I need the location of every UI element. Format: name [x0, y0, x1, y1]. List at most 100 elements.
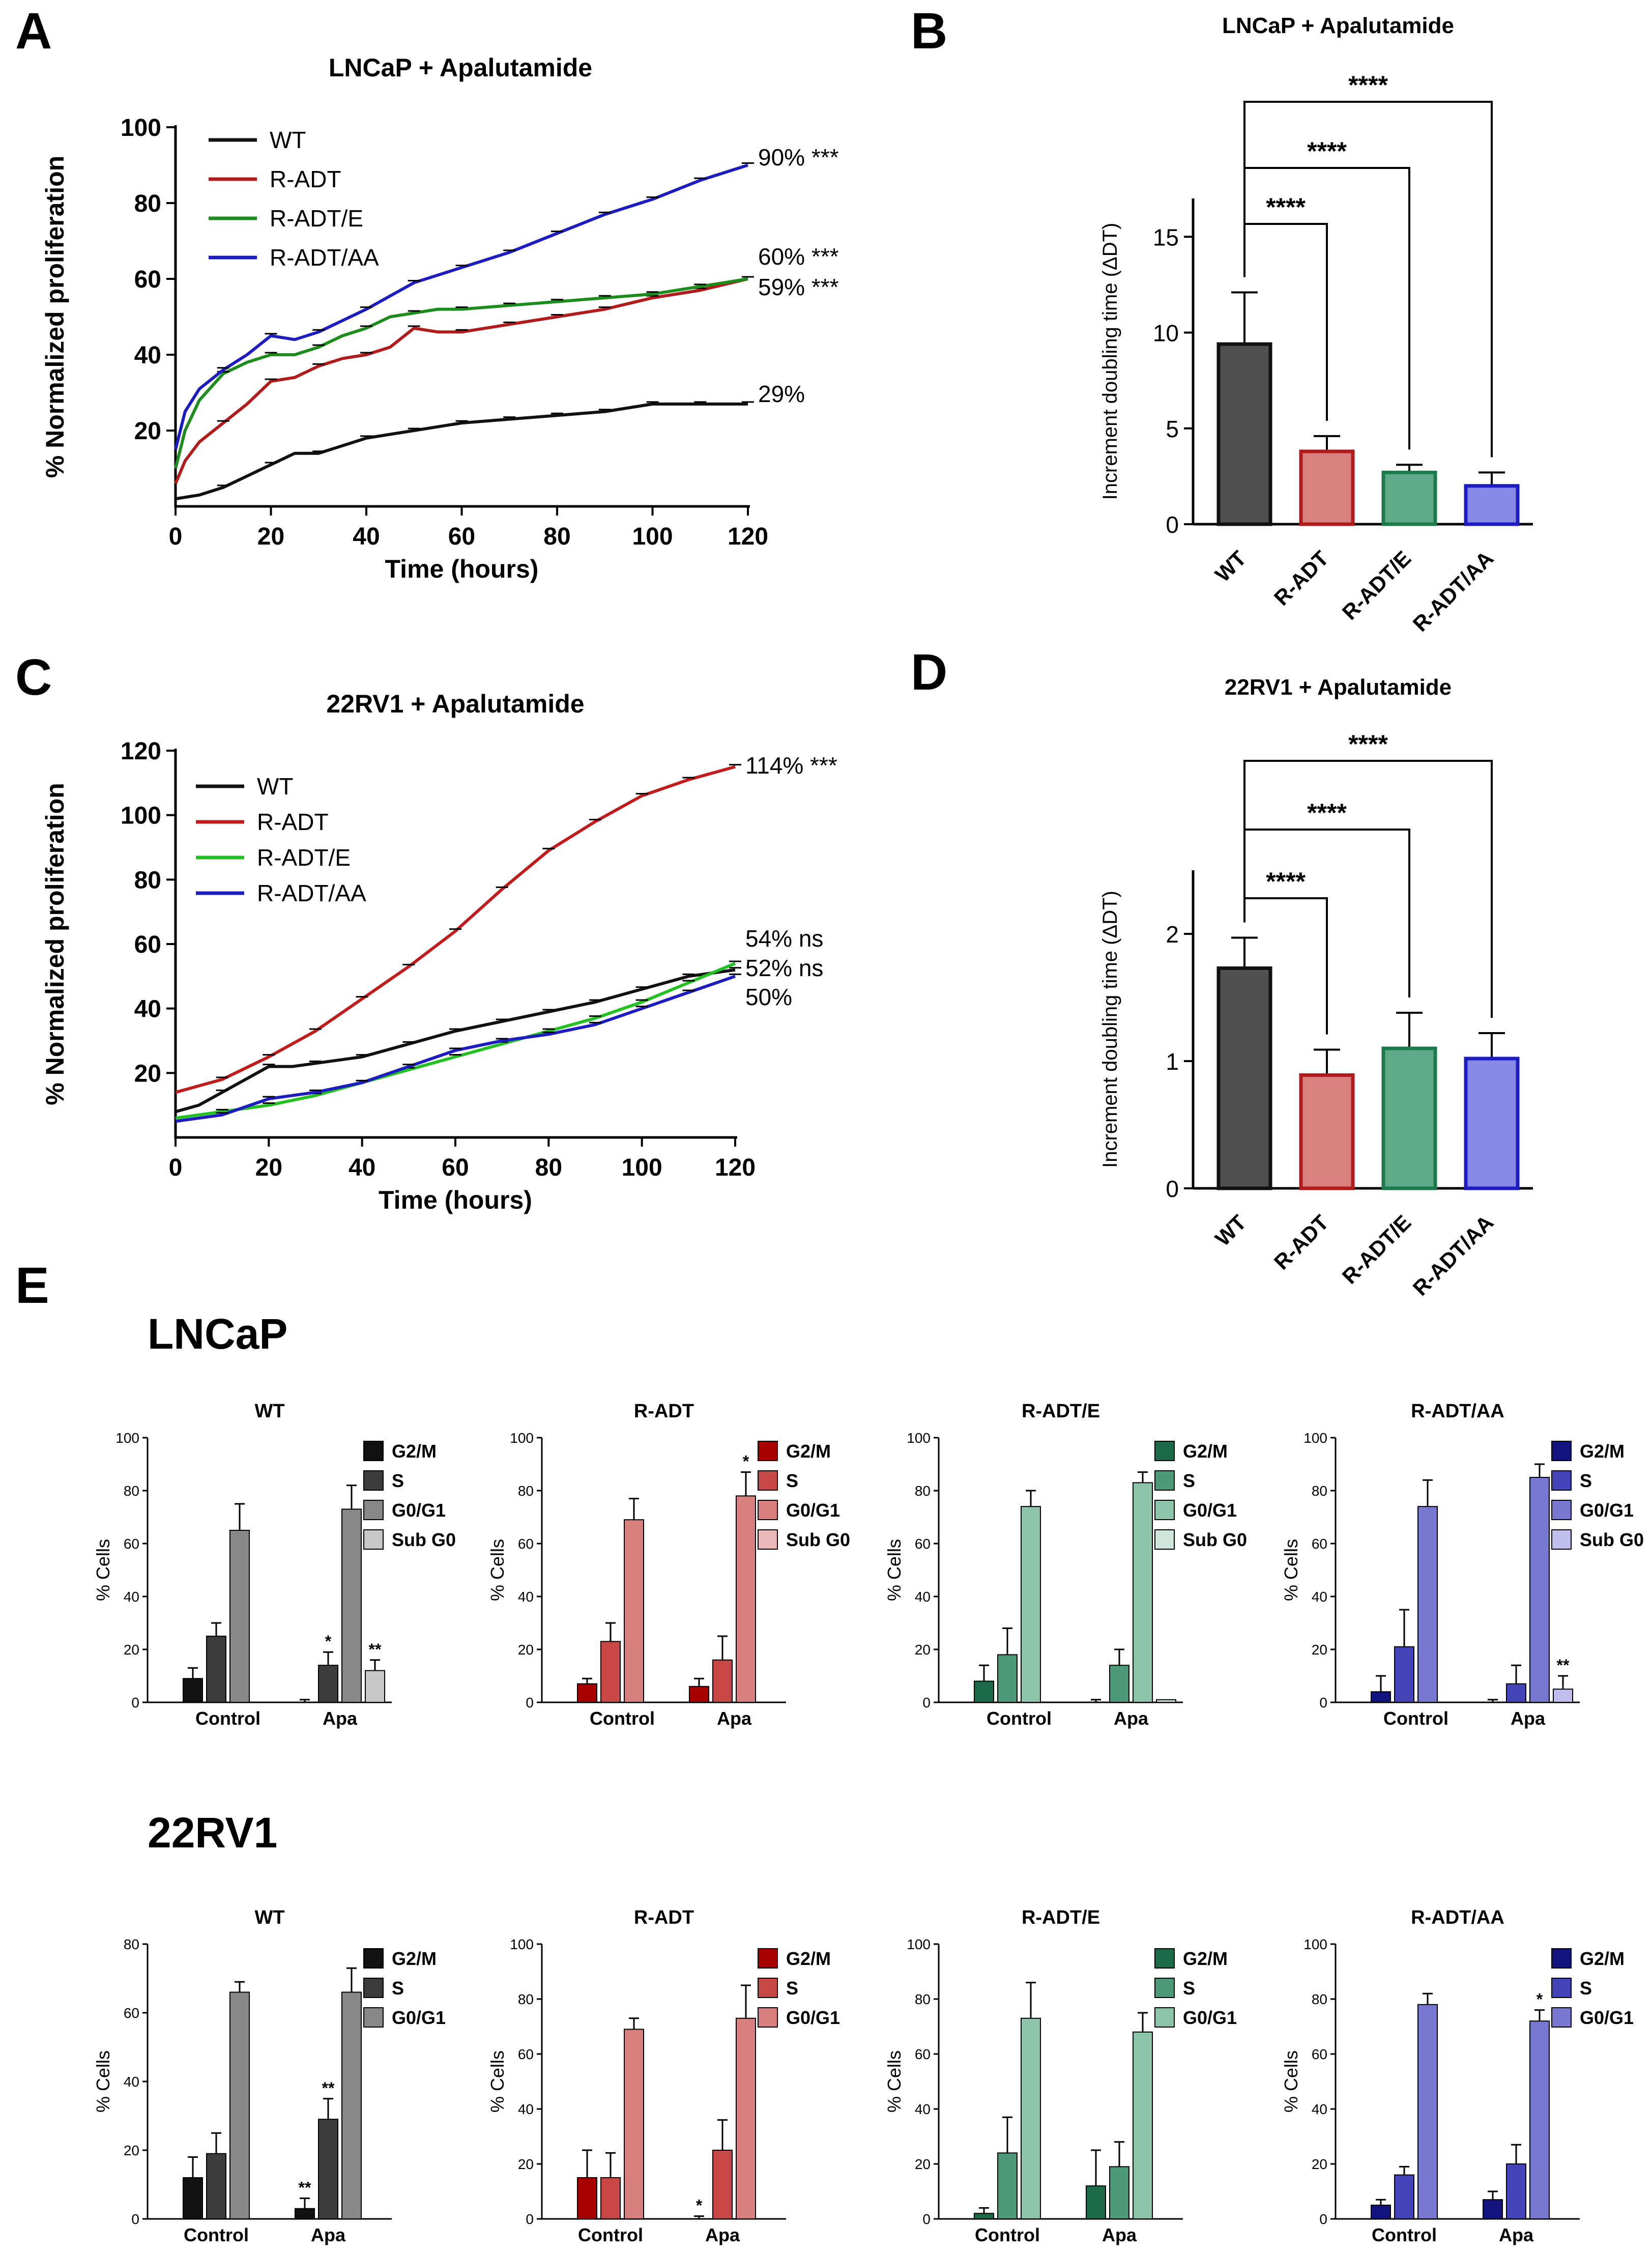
y-tick-label: 60: [915, 1536, 931, 1552]
legend-swatch-sub-g0: [363, 1529, 384, 1550]
panel-letter-e: E: [15, 1257, 49, 1314]
legend-swatch-sub-g0: [1551, 1529, 1572, 1550]
panel-letter-b: B: [911, 3, 947, 60]
bar-s-apa: [1506, 1683, 1526, 1703]
x-tick-label: Apa: [705, 2225, 740, 2245]
x-tick-label: Control: [987, 1708, 1052, 1729]
legend-swatch-s: [1154, 1978, 1175, 1998]
y-axis-label: % Cells: [1281, 2050, 1301, 2113]
bar-g2-m-control: [974, 2213, 994, 2220]
bar-g2-m-apa: [689, 1686, 709, 1703]
x-tick-label: Apa: [1499, 2225, 1534, 2245]
legend-label: R-ADT: [270, 166, 341, 192]
x-tick-label: 20: [257, 523, 284, 550]
y-axis-label: Increment doubling time (ΔDT): [1099, 223, 1121, 500]
legend-swatch-s: [363, 1470, 384, 1491]
legend-label: G0/G1: [1580, 1500, 1634, 1521]
x-tick-label: Apa: [1102, 2225, 1137, 2245]
x-tick-label: Control: [1383, 1708, 1448, 1729]
significance-stars: ****: [1266, 867, 1306, 896]
y-tick-label: 40: [518, 1589, 534, 1605]
bar-g0-g1-control: [624, 1519, 644, 1703]
x-tick-label: 40: [353, 523, 380, 550]
y-tick-label: 80: [518, 1483, 534, 1499]
y-tick-label: 20: [518, 1642, 534, 1658]
bar-r-adt-aa: [1464, 1057, 1520, 1190]
bar-r-adt-aa: [1464, 484, 1520, 526]
bar-g0-g1-apa: [341, 1991, 362, 2219]
chart-title: WT: [254, 1401, 284, 1422]
y-tick-label: 100: [907, 1936, 931, 1952]
y-tick-label: 0: [922, 2211, 931, 2227]
panel-letter-a: A: [15, 3, 52, 60]
chart-title: R-ADT: [634, 1401, 694, 1422]
y-tick-label: 60: [134, 931, 161, 958]
y-tick-label: 20: [915, 1642, 931, 1658]
y-tick-label: 100: [115, 1430, 139, 1446]
y-axis-label: % Cells: [93, 2050, 113, 2113]
legend-label: S: [392, 1978, 404, 1999]
y-tick-label: 100: [1303, 1430, 1327, 1446]
x-tick-label: R-ADT/E: [1338, 546, 1416, 624]
bar-g0-g1-apa: [1529, 1477, 1550, 1703]
legend-label: R-ADT/E: [270, 205, 363, 232]
x-tick-label: 20: [255, 1154, 282, 1181]
bar-s-apa: [712, 1659, 733, 1703]
y-tick-label: 0: [1166, 1176, 1179, 1202]
y-tick-label: 1: [1166, 1048, 1179, 1075]
bar-g0-g1-control: [229, 1991, 250, 2219]
y-tick-label: 60: [1312, 2046, 1327, 2062]
x-tick-label: Control: [975, 2225, 1040, 2245]
x-tick-label: Apa: [311, 2225, 346, 2245]
chart-title: LNCaP + Apalutamide: [1222, 13, 1454, 38]
chart-title: WT: [254, 1907, 284, 1928]
chart-title: LNCaP + Apalutamide: [329, 53, 592, 82]
legend-swatch-g0-g1: [1551, 1500, 1572, 1520]
x-tick-label: Control: [578, 2225, 643, 2245]
bar-g0-g1-control: [1021, 1506, 1041, 1703]
y-tick-label: 60: [518, 1536, 534, 1552]
bar-s-control: [206, 1636, 226, 1703]
bar-g0-g1-control: [1417, 2004, 1438, 2220]
x-tick-label: Control: [1372, 2225, 1437, 2245]
y-tick-label: 0: [526, 1695, 534, 1710]
chart-a-lncap-proliferation: LNCaP + Apalutamide 0 20 40 60 80 100 120 20 40 60…: [41, 53, 839, 583]
y-tick-label: 80: [124, 1936, 139, 1952]
series-line-r-adt-e: [175, 962, 736, 1120]
y-tick-label: 100: [907, 1430, 931, 1446]
legend-swatch-g2-m: [758, 1441, 778, 1461]
x-tick-label: WT: [1210, 1210, 1251, 1251]
significance-stars: *: [325, 1632, 332, 1650]
legend-swatch-g2-m: [1154, 1948, 1175, 1969]
y-tick-label: 40: [1312, 2101, 1327, 2117]
x-tick-label: Apa: [1511, 1708, 1546, 1729]
bar-g0-g1-control: [229, 1530, 250, 1703]
bar-g0-g1-control: [624, 2029, 644, 2219]
chart-title: R-ADT/E: [1022, 1401, 1100, 1422]
chart-title: 22RV1 + Apalutamide: [1225, 675, 1452, 700]
bar-s-apa: [1109, 1665, 1129, 1703]
end-label: 54% ns: [745, 925, 823, 952]
y-tick-label: 40: [518, 2101, 534, 2117]
legend-swatch-s: [1154, 1470, 1175, 1491]
x-tick-label: Control: [195, 1708, 260, 1729]
legend-label: G2/M: [392, 1441, 437, 1462]
chart-c-22rv1-proliferation: 22RV1 + Apalutamide 0 20 40 60 80 100 120 20 40 60…: [41, 690, 837, 1214]
y-tick-label: 0: [526, 2211, 534, 2227]
legend-label: G0/G1: [786, 2007, 840, 2028]
y-tick-label: 40: [124, 1589, 139, 1605]
legend-label: S: [1183, 1470, 1195, 1491]
y-tick-label: 100: [1303, 1936, 1327, 1952]
y-tick-label: 80: [134, 190, 161, 217]
y-axis-label: % Normalized proliferation: [41, 156, 69, 478]
x-tick-label: R-ADT/AA: [1408, 546, 1498, 636]
y-tick-label: 20: [124, 2143, 139, 2158]
y-axis-label: % Cells: [1281, 1539, 1301, 1601]
bar-s-control: [1394, 2174, 1414, 2220]
chart-title: 22RV1 + Apalutamide: [326, 690, 584, 718]
y-tick-label: 60: [124, 1536, 139, 1552]
x-tick-label: Apa: [1114, 1708, 1149, 1729]
significance-stars: ****: [1266, 193, 1306, 221]
end-label: 90% ***: [758, 144, 839, 170]
bar-g0-g1-apa: [736, 1495, 756, 1703]
